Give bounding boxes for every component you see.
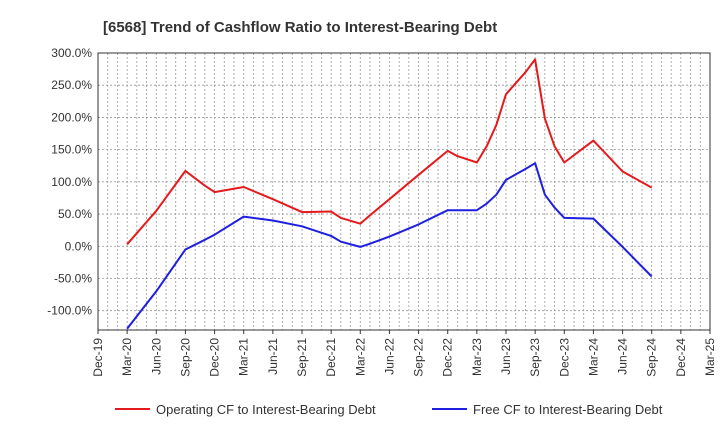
free-cf-line [126, 162, 653, 330]
plot-background [98, 53, 710, 330]
x-tick-label: Sep-24 [645, 338, 659, 377]
x-tick-label: Dec-23 [557, 338, 571, 377]
y-tick-label: 50.0% [58, 207, 92, 221]
x-tick-label: Mar-24 [586, 338, 600, 376]
x-tick-label: Dec-20 [208, 338, 222, 377]
x-tick-label: Sep-21 [295, 338, 309, 377]
x-tick-label: Mar-22 [353, 338, 367, 376]
x-tick-label: Mar-20 [120, 338, 134, 376]
operating-cf-line [126, 58, 653, 245]
y-tick-label: -50.0% [54, 271, 92, 285]
x-tick-label: Sep-22 [412, 338, 426, 377]
y-tick-label: 150.0% [51, 143, 92, 157]
x-tick-label: Dec-24 [674, 338, 688, 377]
x-tick-label: Jun-24 [616, 338, 630, 375]
x-tick-label: Jun-23 [499, 338, 513, 375]
y-tick-label: 250.0% [51, 78, 92, 92]
y-tick-label: 100.0% [51, 175, 92, 189]
x-tick-label: Dec-21 [324, 338, 338, 377]
x-tick-label: Mar-23 [470, 338, 484, 376]
legend-operating-cf-label: Operating CF to Interest-Bearing Debt [156, 402, 376, 417]
axes: 300.0% 250.0% 200.0% 150.0% 100.0% 50.0% 0.0% -… [47, 46, 717, 377]
x-tick-label: Jun-21 [266, 338, 280, 375]
x-tick-label: Dec-19 [91, 338, 105, 377]
x-tick-label: Dec-22 [441, 338, 455, 377]
y-tick-label: -100.0% [47, 304, 92, 318]
chart-title: [6568] Trend of Cashflow Ratio to Intere… [103, 19, 497, 36]
x-tick-label: Mar-25 [703, 338, 717, 376]
grid-lines [97, 52, 711, 330]
legend: Operating CF to Interest-Bearing Debt Fre… [115, 402, 663, 417]
y-tick-label: 0.0% [65, 239, 93, 253]
y-tick-label: 200.0% [51, 110, 92, 124]
x-tick-label: Mar-21 [237, 338, 251, 376]
x-tick-label: Jun-20 [149, 338, 163, 375]
series-lines [126, 58, 653, 330]
x-tick-label: Sep-23 [528, 338, 542, 377]
x-tick-label: Sep-20 [178, 338, 192, 377]
legend-free-cf-label: Free CF to Interest-Bearing Debt [473, 402, 663, 417]
y-tick-label: 300.0% [51, 46, 92, 60]
x-tick-label: Jun-22 [382, 338, 396, 375]
plot-frame [97, 52, 711, 331]
